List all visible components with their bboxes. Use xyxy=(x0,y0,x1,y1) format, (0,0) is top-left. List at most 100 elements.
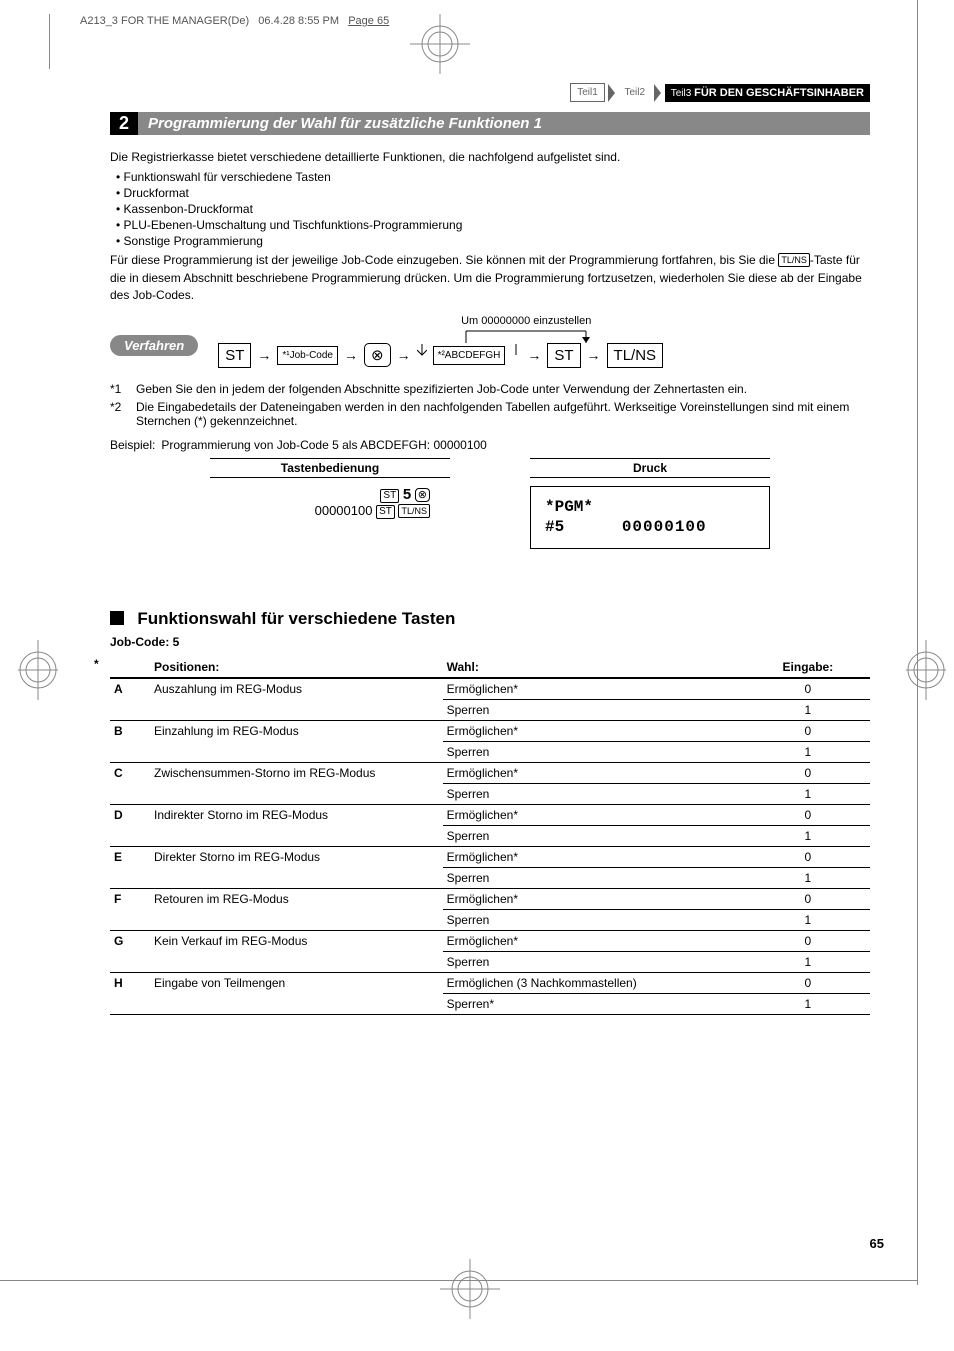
print-output: *PGM* #5 00000100 xyxy=(530,486,770,550)
st-key: ST xyxy=(547,343,580,368)
row-position: Direkter Storno im REG-Modus xyxy=(150,847,443,889)
table-row: FRetouren im REG-ModusErmöglichen*0 xyxy=(110,889,870,910)
row-position: Eingabe von Teilmengen xyxy=(150,973,443,1015)
row-eingabe: 1 xyxy=(746,910,870,931)
row-eingabe: 1 xyxy=(746,952,870,973)
tlns-key: TL/NS xyxy=(607,343,664,368)
row-wahl: Sperren xyxy=(443,910,746,931)
page-number: 65 xyxy=(870,1236,884,1251)
row-letter: A xyxy=(110,678,150,721)
footnote-1-num: *1 xyxy=(110,382,136,396)
print-value: 00000100 xyxy=(622,518,707,536)
digits: 00000100 xyxy=(315,503,373,518)
footnote-2: *2 Die Eingabedetails der Dateneingaben … xyxy=(110,400,870,428)
tlns-key-icon: TL/NS xyxy=(398,504,430,518)
row-eingabe: 0 xyxy=(746,721,870,742)
section-title: Programmierung der Wahl für zusätzliche … xyxy=(138,112,870,135)
tasten-header: Tastenbedienung xyxy=(210,458,450,478)
table-row: CZwischensummen-Storno im REG-ModusErmög… xyxy=(110,763,870,784)
print-line2: #5 00000100 xyxy=(545,517,755,538)
st-key-icon: ST xyxy=(380,489,399,503)
teil2-tab: Teil2 xyxy=(618,84,651,101)
table-body: AAuszahlung im REG-ModusErmöglichen*0Spe… xyxy=(110,678,870,1015)
row-eingabe: 0 xyxy=(746,805,870,826)
st-key: ST xyxy=(218,343,251,368)
jobcode-box: *¹Job-Code xyxy=(277,346,338,365)
table-row: GKein Verkauf im REG-ModusErmöglichen*0 xyxy=(110,931,870,952)
chevron-right-icon xyxy=(608,84,615,102)
section-number: 2 xyxy=(110,112,138,135)
row-eingabe: 1 xyxy=(746,994,870,1015)
row-wahl: Sperren* xyxy=(443,994,746,1015)
row-wahl: Ermöglichen* xyxy=(443,889,746,910)
row-letter: F xyxy=(110,889,150,931)
row-position: Indirekter Storno im REG-Modus xyxy=(150,805,443,847)
bullet-item: • PLU-Ebenen-Umschaltung und Tischfunkti… xyxy=(116,218,870,232)
footnote-2-num: *2 xyxy=(110,400,136,428)
row-eingabe: 0 xyxy=(746,678,870,700)
tasten-line1: ST 5 ⊗ xyxy=(210,486,450,503)
table-row: EDirekter Storno im REG-ModusErmöglichen… xyxy=(110,847,870,868)
subsection-title-row: Funktionswahl für verschiedene Tasten xyxy=(110,609,870,629)
teil1-label: Teil1 xyxy=(577,87,598,98)
teil1-tab: Teil1 xyxy=(570,83,605,102)
row-eingabe: 0 xyxy=(746,889,870,910)
intro-tail: Für diese Programmierung ist der jeweili… xyxy=(110,252,870,304)
row-eingabe: 1 xyxy=(746,700,870,721)
row-eingabe: 1 xyxy=(746,742,870,763)
row-wahl: Ermöglichen* xyxy=(443,847,746,868)
registration-mark-icon xyxy=(410,14,470,74)
th-positionen: Positionen: xyxy=(150,657,443,678)
registration-mark-icon xyxy=(440,1259,500,1319)
example-label: Beispiel: xyxy=(110,438,155,452)
teil3-title: FÜR DEN GESCHÄFTSINHABER xyxy=(694,87,864,99)
row-wahl: Ermöglichen (3 Nachkommastellen) xyxy=(443,973,746,994)
table-row: BEinzahlung im REG-ModusErmöglichen*0 xyxy=(110,721,870,742)
footnotes: *1 Geben Sie den in jedem der folgenden … xyxy=(110,382,870,428)
tasten-column: Tastenbedienung ST 5 ⊗ 00000100 ST TL/NS xyxy=(210,458,450,550)
footnote-1: *1 Geben Sie den in jedem der folgenden … xyxy=(110,382,870,396)
row-wahl: Ermöglichen* xyxy=(443,721,746,742)
footnote-1-text: Geben Sie den in jedem der folgenden Abs… xyxy=(136,382,747,396)
tasten-line2: 00000100 ST TL/NS xyxy=(210,503,450,519)
row-wahl: Sperren xyxy=(443,826,746,847)
example-text: Programmierung von Job-Code 5 als ABCDEF… xyxy=(161,438,487,452)
row-wahl: Sperren xyxy=(443,952,746,973)
verfahren-badge: Verfahren xyxy=(110,335,198,356)
job-code: Job-Code: 5 xyxy=(110,635,870,649)
row-letter: G xyxy=(110,931,150,973)
druck-header: Druck xyxy=(530,458,770,478)
chevron-right-icon xyxy=(654,84,661,102)
options-table: Positionen: Wahl: Eingabe: AAuszahlung i… xyxy=(110,657,870,1015)
row-position: Kein Verkauf im REG-Modus xyxy=(150,931,443,973)
arrow-right-icon: → xyxy=(257,347,271,363)
digit-5: 5 xyxy=(403,486,411,503)
loop-in-icon xyxy=(417,344,427,366)
loop-note: Um 00000000 einzustellen xyxy=(461,315,591,327)
doc-date: 06.4.28 8:55 PM xyxy=(258,15,339,27)
table-row: DIndirekter Storno im REG-ModusErmöglich… xyxy=(110,805,870,826)
arrow-right-icon: → xyxy=(527,347,541,363)
footnote-2-text: Die Eingabedetails der Dateneingaben wer… xyxy=(136,400,870,428)
row-eingabe: 1 xyxy=(746,868,870,889)
intro-tail-a: Für diese Programmierung ist der jeweili… xyxy=(110,253,778,267)
trim-mark xyxy=(49,14,50,69)
loop-out-icon xyxy=(511,344,521,366)
row-position: Auszahlung im REG-Modus xyxy=(150,678,443,721)
row-letter: D xyxy=(110,805,150,847)
page: A213_3 FOR THE MANAGER(De) 06.4.28 8:55 … xyxy=(0,0,954,1351)
row-position: Retouren im REG-Modus xyxy=(150,889,443,931)
multiply-key: ⊗ xyxy=(364,343,391,367)
row-letter: C xyxy=(110,763,150,805)
doc-id: A213_3 FOR THE MANAGER(De) xyxy=(80,15,249,27)
example-columns: Tastenbedienung ST 5 ⊗ 00000100 ST TL/NS… xyxy=(110,458,870,550)
druck-column: Druck *PGM* #5 00000100 xyxy=(530,458,770,550)
doc-page: Page 65 xyxy=(348,15,389,27)
registration-mark-icon xyxy=(906,640,946,700)
doc-header: A213_3 FOR THE MANAGER(De) 06.4.28 8:55 … xyxy=(80,15,389,27)
row-eingabe: 0 xyxy=(746,973,870,994)
row-eingabe: 0 xyxy=(746,847,870,868)
row-letter: H xyxy=(110,973,150,1015)
st-key-icon: ST xyxy=(376,505,395,519)
bullet-item: • Sonstige Programmierung xyxy=(116,234,870,248)
